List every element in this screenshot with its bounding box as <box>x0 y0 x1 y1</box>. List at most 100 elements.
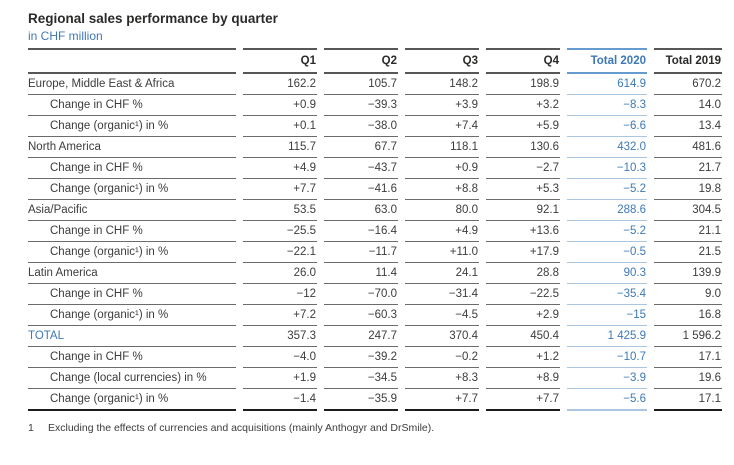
value-cell: 80.0 <box>405 200 479 221</box>
value-cell: 614.9 <box>567 74 647 95</box>
value-cell: +5.9 <box>486 116 560 137</box>
row-label: Change in CHF % <box>28 347 236 368</box>
value-cell: −11.7 <box>324 242 398 263</box>
value-cell: +4.9 <box>405 221 479 242</box>
value-cell: +8.9 <box>486 368 560 389</box>
value-cell: −60.3 <box>324 305 398 326</box>
value-cell: −12 <box>243 284 317 305</box>
table-body: Europe, Middle East & Africa 162.2 105.7 14… <box>28 74 722 411</box>
value-cell: 162.2 <box>243 74 317 95</box>
value-cell: +7.7 <box>243 179 317 200</box>
value-cell: 92.1 <box>486 200 560 221</box>
value-cell: 19.6 <box>654 368 722 389</box>
row-label: TOTAL <box>28 326 236 347</box>
value-cell: −5.2 <box>567 179 647 200</box>
value-cell: 670.2 <box>654 74 722 95</box>
value-cell: −10.3 <box>567 158 647 179</box>
value-cell: 105.7 <box>324 74 398 95</box>
row-label: Latin America <box>28 263 236 284</box>
value-cell: +0.9 <box>243 95 317 116</box>
column-header-q2: Q2 <box>324 48 398 74</box>
value-cell: 14.0 <box>654 95 722 116</box>
table-row: North America 115.7 67.7 118.1 130.6 432.0 481… <box>28 137 722 158</box>
column-header-empty <box>28 48 236 74</box>
value-cell: 28.8 <box>486 263 560 284</box>
value-cell: 16.8 <box>654 305 722 326</box>
value-cell: −22.1 <box>243 242 317 263</box>
value-cell: −25.5 <box>243 221 317 242</box>
value-cell: 304.5 <box>654 200 722 221</box>
value-cell: 139.9 <box>654 263 722 284</box>
value-cell: 481.6 <box>654 137 722 158</box>
value-cell: 17.1 <box>654 347 722 368</box>
value-cell: 67.7 <box>324 137 398 158</box>
table-row: Change in CHF % +0.9 −39.3 +3.9 +3.2 −8.3 14.0 <box>28 95 722 116</box>
value-cell: +7.7 <box>486 389 560 411</box>
value-cell: 21.5 <box>654 242 722 263</box>
sales-table: Q1 Q2 Q3 Q4 Total 2020 Total 2019 Europe… <box>21 48 729 411</box>
table-row: TOTAL 357.3 247.7 370.4 450.4 1 425.9 1 596.2 <box>28 326 722 347</box>
value-cell: +1.9 <box>243 368 317 389</box>
footnote-marker: 1 <box>28 422 34 434</box>
row-label: Change (organic¹) in % <box>28 179 236 200</box>
value-cell: 288.6 <box>567 200 647 221</box>
value-cell: +0.9 <box>405 158 479 179</box>
value-cell: −8.3 <box>567 95 647 116</box>
value-cell: 13.4 <box>654 116 722 137</box>
table-row: Change (local currencies) in % +1.9 −34.5 +… <box>28 368 722 389</box>
value-cell: +0.1 <box>243 116 317 137</box>
value-cell: 247.7 <box>324 326 398 347</box>
column-header-q1: Q1 <box>243 48 317 74</box>
table-row: Change in CHF % −25.5 −16.4 +4.9 +13.6 −5.2 21… <box>28 221 722 242</box>
value-cell: 24.1 <box>405 263 479 284</box>
value-cell: −16.4 <box>324 221 398 242</box>
table-row: Latin America 26.0 11.4 24.1 28.8 90.3 139.9 <box>28 263 722 284</box>
value-cell: 148.2 <box>405 74 479 95</box>
value-cell: +11.0 <box>405 242 479 263</box>
value-cell: −43.7 <box>324 158 398 179</box>
value-cell: +5.3 <box>486 179 560 200</box>
row-label: Change in CHF % <box>28 158 236 179</box>
value-cell: −22.5 <box>486 284 560 305</box>
value-cell: +7.4 <box>405 116 479 137</box>
value-cell: −35.4 <box>567 284 647 305</box>
value-cell: 115.7 <box>243 137 317 158</box>
value-cell: −0.5 <box>567 242 647 263</box>
value-cell: +8.3 <box>405 368 479 389</box>
value-cell: −15 <box>567 305 647 326</box>
value-cell: −5.2 <box>567 221 647 242</box>
row-label: Change in CHF % <box>28 221 236 242</box>
row-label: Change in CHF % <box>28 284 236 305</box>
value-cell: 17.1 <box>654 389 722 411</box>
row-label: Change (organic¹) in % <box>28 116 236 137</box>
footnote-text: Excluding the effects of currencies and … <box>48 422 435 434</box>
value-cell: 357.3 <box>243 326 317 347</box>
value-cell: −34.5 <box>324 368 398 389</box>
table-row: Change in CHF % −12 −70.0 −31.4 −22.5 −35.4 9.… <box>28 284 722 305</box>
table-row: Change in CHF % +4.9 −43.7 +0.9 −2.7 −10.3 21.… <box>28 158 722 179</box>
value-cell: +17.9 <box>486 242 560 263</box>
table-row: Change (organic¹) in % +7.2 −60.3 −4.5 +2.9−… <box>28 305 722 326</box>
value-cell: 21.7 <box>654 158 722 179</box>
value-cell: −1.4 <box>243 389 317 411</box>
report-page: Regional sales performance by quarter in… <box>21 11 729 434</box>
value-cell: +1.2 <box>486 347 560 368</box>
value-cell: −0.2 <box>405 347 479 368</box>
value-cell: −39.3 <box>324 95 398 116</box>
value-cell: −31.4 <box>405 284 479 305</box>
header-row: Q1 Q2 Q3 Q4 Total 2020 Total 2019 <box>28 48 722 74</box>
table-row: Change (organic¹) in % +7.7 −41.6 +8.8 +5.3−… <box>28 179 722 200</box>
value-cell: −5.6 <box>567 389 647 411</box>
value-cell: 90.3 <box>567 263 647 284</box>
value-cell: −70.0 <box>324 284 398 305</box>
value-cell: 432.0 <box>567 137 647 158</box>
value-cell: 11.4 <box>324 263 398 284</box>
value-cell: 9.0 <box>654 284 722 305</box>
value-cell: +3.9 <box>405 95 479 116</box>
value-cell: +4.9 <box>243 158 317 179</box>
value-cell: +2.9 <box>486 305 560 326</box>
value-cell: +7.7 <box>405 389 479 411</box>
value-cell: −35.9 <box>324 389 398 411</box>
row-label: Change (organic¹) in % <box>28 305 236 326</box>
value-cell: 1 425.9 <box>567 326 647 347</box>
